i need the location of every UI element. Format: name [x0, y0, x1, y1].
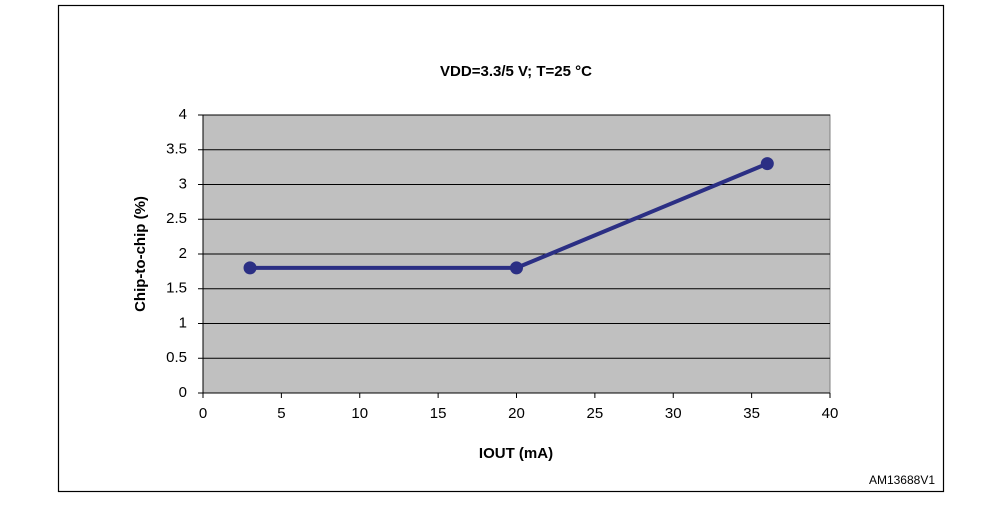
x-axis-title: IOUT (mA): [479, 445, 553, 462]
y-tick-label: 4: [179, 106, 187, 123]
data-point: [243, 261, 257, 275]
x-tick-label: 0: [199, 405, 207, 422]
chart-title: VDD=3.3/5 V; T=25 °C: [440, 63, 592, 80]
x-tick-label: 5: [277, 405, 285, 422]
x-tick-label: 10: [351, 405, 368, 422]
figure-code: AM13688V1: [869, 473, 935, 487]
x-tick-label: 25: [587, 405, 604, 422]
x-tick-label: 30: [665, 405, 682, 422]
y-tick-label: 0.5: [166, 349, 187, 366]
y-tick-label: 2: [179, 245, 187, 262]
data-point: [510, 261, 523, 275]
y-tick-label: 1: [179, 314, 187, 331]
data-point: [760, 157, 774, 171]
y-tick-label: 2.5: [166, 210, 187, 227]
y-tick-label: 3.5: [166, 141, 187, 158]
x-tick-label: 15: [430, 405, 447, 422]
x-tick-label: 20: [508, 405, 525, 422]
x-tick-label: 35: [743, 405, 760, 422]
y-tick-label: 0: [179, 384, 187, 401]
x-tick-label: 40: [822, 405, 839, 422]
y-tick-label: 1.5: [166, 280, 187, 297]
frame: [57, 4, 945, 493]
y-tick-label: 3: [179, 175, 187, 192]
y-axis-title: Chip-to-chip (%): [132, 196, 149, 312]
